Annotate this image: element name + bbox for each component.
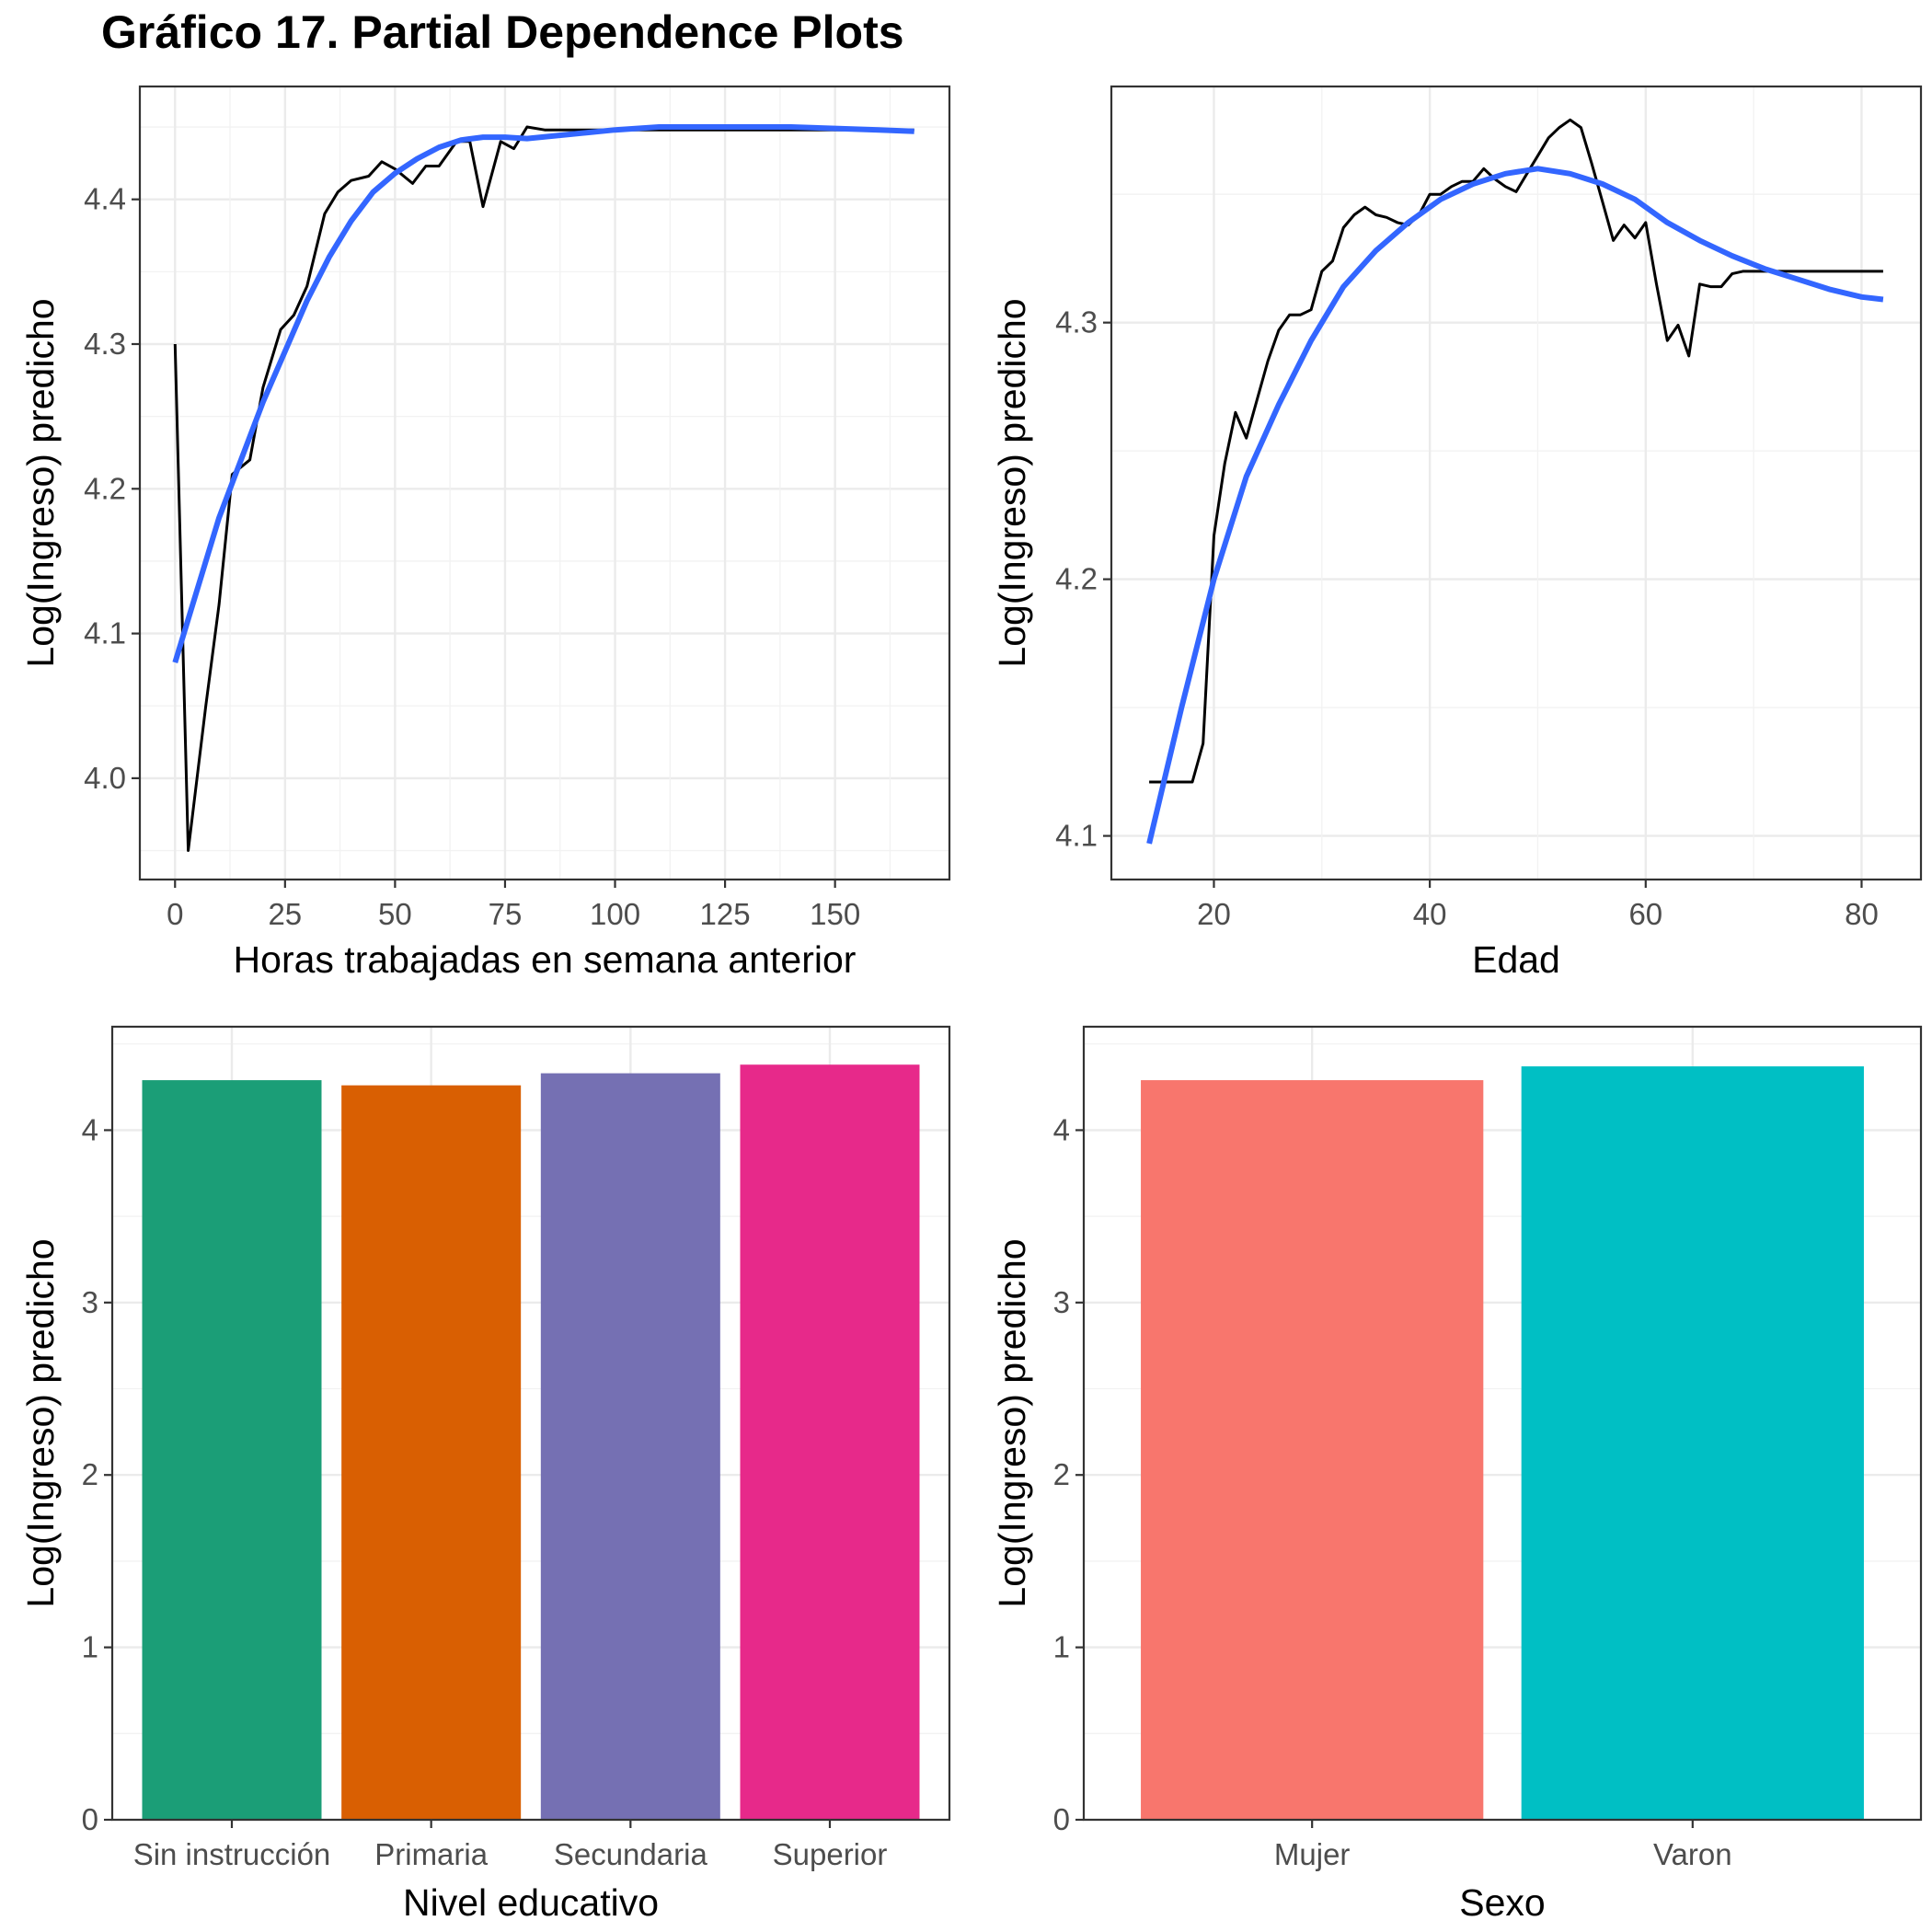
y-tick-label: 4.1	[84, 616, 126, 650]
y-tick-label: 4.3	[84, 327, 126, 361]
y-tick-label: 4.0	[84, 761, 126, 795]
x-tick-label: Varon	[1653, 1837, 1732, 1871]
bar-sin-instrucción	[142, 1080, 322, 1820]
y-tick-label: 2	[1053, 1457, 1070, 1491]
bar-mujer	[1141, 1080, 1484, 1820]
gridlines	[1111, 86, 1921, 880]
plot-background	[1111, 86, 1921, 880]
pdp-line	[173, 125, 914, 852]
x-tick-label: Primaria	[374, 1837, 488, 1871]
y-tick-label: 4.3	[1055, 305, 1098, 339]
x-tick-label: 25	[268, 897, 302, 931]
bar-primaria	[341, 1085, 522, 1820]
y-tick-label: 4.4	[84, 182, 126, 216]
plot-background	[140, 86, 949, 880]
panel-border	[138, 85, 951, 881]
y-tick-label: 1	[82, 1630, 98, 1664]
x-tick-label: 150	[810, 897, 860, 931]
y-axis-title: Log(Ingreso) predicho	[991, 298, 1033, 667]
x-tick-label: Secundaria	[554, 1837, 708, 1871]
x-axis-title: Nivel educativo	[403, 1881, 659, 1924]
x-tick-label: 100	[590, 897, 640, 931]
smooth-line	[1146, 166, 1884, 845]
y-tick-label: 1	[1053, 1630, 1070, 1664]
y-tick-label: 0	[82, 1802, 98, 1836]
bar-secundaria	[540, 1073, 720, 1820]
panel-2: 4.1 4.2 4.3 20 40 60 80 Edad Log(Ingreso) predic…	[991, 85, 1923, 981]
x-tick-label: 125	[700, 897, 751, 931]
x-tick-label: 0	[167, 897, 183, 931]
x-tick-label: 80	[1845, 897, 1879, 931]
panel-4: 0 1 2 3 4 Mujer Varon Sexo Log(Ingreso) predicho	[991, 1025, 1923, 1924]
y-tick-label: 0	[1053, 1802, 1070, 1836]
panel-3: 0 1 2 3 4 Sin instrucción Primaria Secundaria Su…	[19, 1025, 951, 1924]
x-tick-label: Sin instrucción	[133, 1837, 331, 1871]
x-tick-label: 20	[1197, 897, 1231, 931]
panel-1: 4.0 4.1 4.2 4.3 4.4 0 25 50 75 100 125 150 Horas tra…	[19, 85, 951, 981]
x-tick-label: 60	[1628, 897, 1662, 931]
y-tick-label: 4	[82, 1112, 98, 1146]
x-tick-label: 75	[489, 897, 523, 931]
x-axis-title: Sexo	[1459, 1881, 1545, 1924]
y-tick-label: 4.2	[1055, 562, 1098, 596]
x-tick-label: 50	[378, 897, 412, 931]
y-axis-title: Log(Ingreso) predicho	[991, 1238, 1033, 1607]
smooth-line	[172, 124, 914, 663]
x-axis-title: Edad	[1472, 938, 1560, 981]
y-tick-label: 4.1	[1055, 819, 1098, 853]
bar-varon	[1521, 1066, 1864, 1820]
y-tick-label: 4	[1053, 1112, 1070, 1146]
panel-border	[1082, 1025, 1923, 1822]
x-axis-title: Horas trabajadas en semana anterior	[234, 938, 857, 981]
panel-border	[1110, 85, 1923, 881]
gridlines	[140, 86, 949, 880]
y-tick-label: 3	[82, 1285, 98, 1319]
y-tick-label: 2	[82, 1457, 98, 1491]
y-tick-label: 3	[1053, 1285, 1070, 1319]
y-axis-title: Log(Ingreso) predicho	[19, 1238, 62, 1607]
bar-superior	[740, 1064, 920, 1820]
x-tick-label: Mujer	[1274, 1837, 1351, 1871]
figure-title: Gráfico 17. Partial Dependence Plots	[101, 6, 904, 58]
y-tick-label: 4.2	[84, 471, 126, 505]
x-tick-label: Superior	[773, 1837, 888, 1871]
y-axis-title: Log(Ingreso) predicho	[19, 298, 62, 667]
x-tick-label: 40	[1413, 897, 1447, 931]
panel-border	[110, 1025, 951, 1822]
